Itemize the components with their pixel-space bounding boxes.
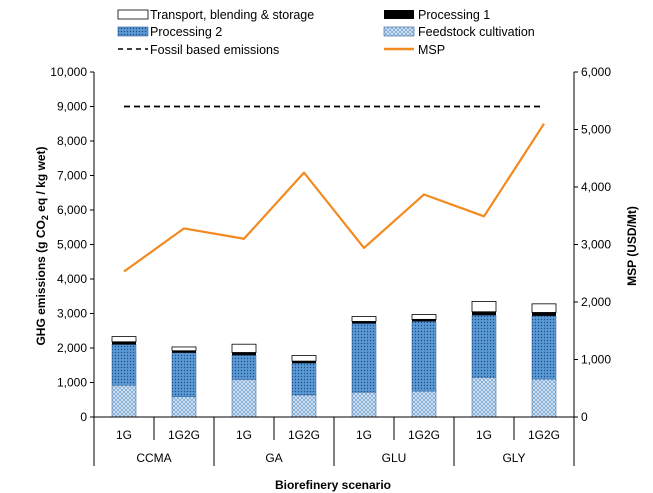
bar-transport-blending-storage: [411, 314, 437, 320]
y-tick-label: 3,000: [57, 307, 87, 321]
legend-swatch-processing-1: [384, 10, 414, 19]
x-tick-label: 1G2G: [168, 428, 200, 442]
bar-processing-1: [292, 361, 316, 364]
bar-processing-1: [472, 311, 496, 316]
x-group-label: GLY: [502, 451, 525, 465]
bar-processing-1: [112, 341, 136, 345]
y-axis-title-pre: GHG emissions (g CO: [34, 220, 48, 345]
x-tick-label: 1G2G: [288, 428, 320, 442]
bar-transport-blending-storage: [531, 303, 557, 313]
legend-label-feedstock: Feedstock cultivation: [418, 25, 535, 39]
x-tick-label: 1G: [116, 428, 132, 442]
legend-label-processing-2: Processing 2: [150, 25, 222, 39]
y2-tick-label: 5,000: [581, 123, 611, 137]
x-tick-label: 1G: [476, 428, 492, 442]
bar-processing-2: [471, 314, 497, 378]
y-tick-label: 8,000: [57, 134, 87, 148]
x-group-label: CCMA: [136, 451, 171, 465]
bar-transport-blending-storage: [471, 301, 497, 313]
y-tick-label: 6,000: [57, 203, 87, 217]
y2-tick-label: 0: [581, 410, 588, 424]
bar-processing-2: [411, 321, 437, 392]
y-tick-label: 5,000: [57, 238, 87, 252]
legend-label-fossil: Fossil based emissions: [150, 43, 279, 57]
legend-swatch-processing-2: [117, 26, 149, 37]
y-tick-label: 1,000: [57, 376, 87, 390]
y-tick-label: 10,000: [50, 65, 87, 79]
legend: Transport, blending & storage Processing…: [117, 8, 535, 57]
bar-processing-2: [111, 344, 137, 386]
bar-feedstock-cultivation: [291, 394, 317, 418]
bar-processing-2: [231, 354, 257, 380]
bar-feedstock-cultivation: [111, 385, 137, 418]
axes-layer: 0 1,000 2,000 3,000 4,000 5,000 6,000 7,000 8,00…: [50, 65, 611, 466]
bar-transport-blending-storage: [231, 343, 257, 353]
bar-feedstock-cultivation: [351, 391, 377, 418]
bar-feedstock-cultivation: [531, 378, 557, 418]
bar-transport-blending-storage: [351, 316, 377, 322]
bar-transport-blending-storage: [111, 336, 137, 343]
x-tick-label: 1G2G: [408, 428, 440, 442]
bar-processing-2: [291, 362, 317, 396]
y2-tick-label: 1,000: [581, 353, 611, 367]
legend-label-processing-1: Processing 1: [418, 8, 490, 22]
y-tick-label: 0: [80, 410, 87, 424]
bar-transport-blending-storage: [171, 346, 197, 352]
x-tick-label: 1G2G: [528, 428, 560, 442]
legend-swatch-transport: [117, 9, 149, 20]
y2-tick-label: 2,000: [581, 295, 611, 309]
y-axis-title-sub: 2: [40, 215, 50, 220]
bar-processing-1: [232, 352, 256, 356]
x-tick-label: 1G: [356, 428, 372, 442]
bar-processing-1: [352, 321, 376, 324]
bar-processing-2: [171, 352, 197, 397]
bar-processing-1: [172, 350, 196, 353]
x-group-label: GA: [265, 451, 282, 465]
y-tick-label: 2,000: [57, 341, 87, 355]
x-axis-title: Biorefinery scenario: [275, 478, 391, 492]
bar-feedstock-cultivation: [411, 390, 437, 418]
legend-label-msp: MSP: [418, 43, 445, 57]
legend-swatch-feedstock: [383, 26, 415, 37]
bar-feedstock-cultivation: [471, 377, 497, 418]
bar-processing-1: [532, 312, 556, 316]
lines-layer: [123, 105, 545, 273]
y2-tick-label: 4,000: [581, 180, 611, 194]
x-group-label: GLU: [382, 451, 407, 465]
bars-layer: [111, 301, 557, 418]
y2-axis-title: MSP (USD/Mt): [625, 206, 639, 286]
y-tick-label: 9,000: [57, 100, 87, 114]
x-tick-label: 1G: [236, 428, 252, 442]
bar-processing-2: [531, 315, 557, 380]
y-axis-title: GHG emissions (g CO2 eq / kg wet): [34, 146, 50, 345]
y2-tick-label: 3,000: [581, 238, 611, 252]
bar-feedstock-cultivation: [231, 379, 257, 418]
legend-label-transport: Transport, blending & storage: [150, 8, 314, 22]
y2-tick-label: 6,000: [581, 65, 611, 79]
bar-feedstock-cultivation: [171, 396, 197, 418]
bar-transport-blending-storage: [291, 355, 317, 362]
bar-processing-1: [412, 319, 436, 322]
line-msp: [123, 123, 545, 273]
y-axis-title-post: eq / kg wet): [34, 146, 48, 215]
bar-processing-2: [351, 323, 377, 393]
y-tick-label: 4,000: [57, 272, 87, 286]
y-tick-label: 7,000: [57, 169, 87, 183]
